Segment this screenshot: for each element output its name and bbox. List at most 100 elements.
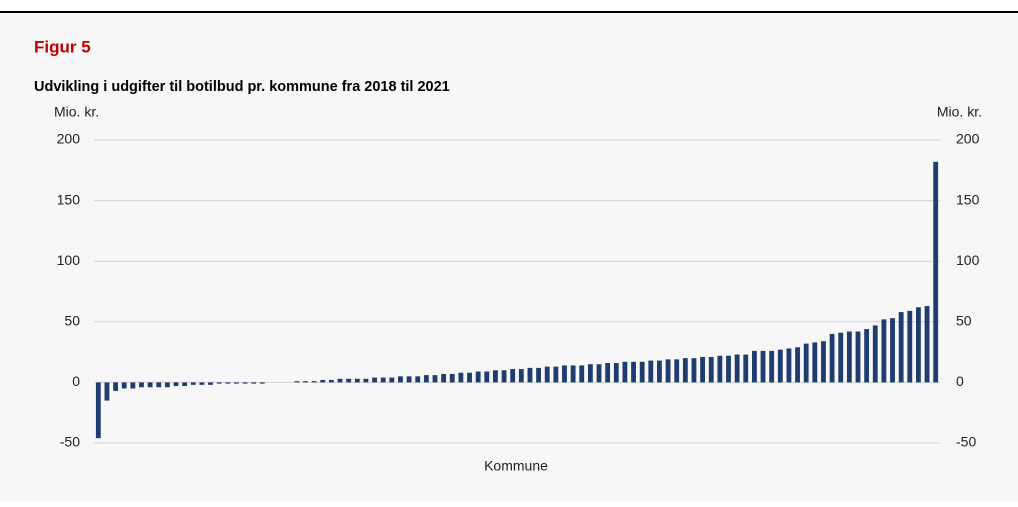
y-axis-label: Mio. kr.: [54, 104, 99, 120]
bar: [726, 355, 731, 383]
bar: [786, 348, 792, 383]
bar: [354, 378, 360, 383]
bar: [415, 376, 421, 383]
y-tick-label: 100: [57, 252, 81, 268]
bar: [182, 382, 188, 387]
bar: [890, 318, 895, 383]
bar: [846, 331, 852, 383]
bar: [164, 382, 170, 388]
bar: [173, 382, 179, 387]
bar: [95, 382, 101, 439]
bar: [648, 360, 654, 383]
x-axis-label: Kommune: [484, 458, 548, 474]
bar: [234, 382, 239, 384]
y2-tick-label: 100: [956, 252, 980, 268]
y-tick-label: 150: [57, 191, 81, 207]
y-tick-label: 50: [64, 313, 80, 329]
bar: [872, 325, 878, 383]
bar: [795, 347, 800, 383]
bar: [708, 356, 714, 383]
bar: [700, 356, 706, 383]
bar: [717, 355, 723, 383]
chart-title: Udvikling i udgifter til botilbud pr. ko…: [34, 79, 450, 95]
bar: [423, 375, 429, 383]
bar: [251, 382, 257, 384]
bar: [691, 358, 697, 383]
bar: [380, 377, 386, 383]
bar: [242, 382, 248, 384]
bar: [346, 378, 352, 383]
bar: [458, 372, 464, 383]
bar: [570, 365, 576, 383]
bar: [544, 366, 550, 383]
bar: [328, 379, 334, 383]
bar: [147, 382, 153, 388]
bar: [475, 371, 481, 383]
bar: [303, 381, 308, 383]
bar: [751, 350, 757, 383]
bar: [622, 361, 628, 383]
bar: [898, 312, 904, 383]
bar: [587, 364, 593, 383]
bar: [829, 333, 835, 383]
bar: [674, 359, 680, 383]
bar: [363, 378, 369, 383]
y-tick-label: 200: [57, 131, 81, 147]
bar: [432, 375, 438, 383]
bar: [320, 379, 326, 383]
bar: [562, 365, 567, 383]
bar: [372, 377, 377, 383]
bar: [605, 363, 611, 383]
bar: [139, 382, 144, 388]
bar: [579, 365, 585, 383]
bar: [104, 382, 110, 401]
bar: [216, 382, 222, 384]
bar: [398, 376, 403, 383]
bar: [294, 381, 300, 383]
bar: [596, 364, 602, 383]
bar: [441, 373, 447, 383]
bar: [760, 350, 766, 383]
bar: [769, 350, 775, 383]
bar: [657, 360, 662, 383]
bar: [493, 370, 498, 383]
bar: [121, 382, 127, 389]
y2-tick-label: 0: [956, 373, 964, 389]
bar: [225, 382, 231, 384]
bar: [864, 329, 870, 383]
bar: [665, 359, 671, 383]
bar: [803, 343, 809, 383]
bar: [518, 369, 524, 383]
bar: [855, 331, 861, 383]
bar: [259, 382, 265, 384]
bar: [553, 366, 559, 383]
bar: [734, 354, 740, 383]
bar: [639, 361, 645, 383]
bar: [682, 358, 688, 383]
bar: [406, 376, 412, 383]
y2-tick-label: -50: [956, 434, 976, 450]
figure-label: Figur 5: [34, 37, 91, 56]
bar: [467, 372, 472, 383]
bar: [449, 373, 455, 383]
bar: [777, 349, 783, 383]
bar: [484, 371, 490, 383]
bar: [156, 382, 162, 388]
y2-tick-label: 200: [956, 131, 980, 147]
bar: [536, 367, 541, 383]
bar: [190, 382, 196, 385]
bar: [907, 310, 913, 383]
bar: [130, 382, 136, 389]
bar: [631, 361, 636, 383]
background: [0, 13, 1018, 502]
bar: [821, 341, 826, 383]
bar: [337, 378, 343, 383]
y2-tick-label: 50: [956, 313, 972, 329]
y-tick-label: -50: [60, 434, 80, 450]
y2-tick-label: 150: [956, 191, 980, 207]
bar: [933, 161, 939, 383]
bar: [389, 377, 395, 383]
bar: [743, 354, 749, 383]
bar: [199, 382, 205, 385]
